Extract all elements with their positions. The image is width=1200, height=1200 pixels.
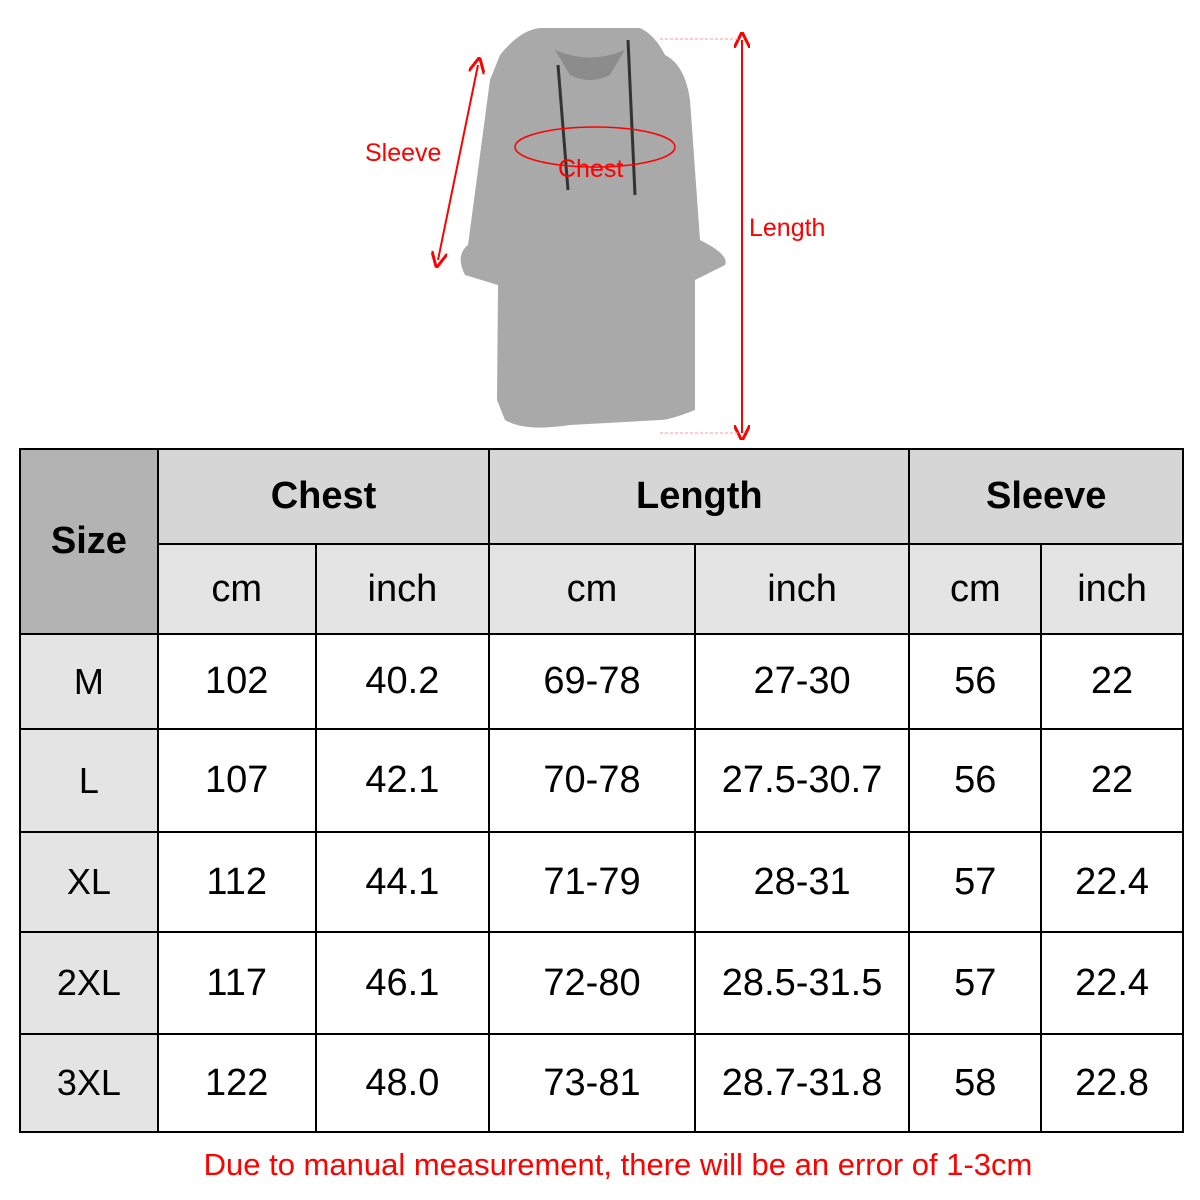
unit-header: cm [488, 543, 696, 635]
value-cell: 57 [908, 831, 1043, 933]
table-row: M 102 40.2 69-78 27-30 56 22 [19, 633, 1184, 730]
chest-header: Chest [156, 448, 491, 545]
size-table: Size Chest Length Sleeve cm inch cm inch… [19, 448, 1184, 1133]
measurement-note: Due to manual measurement, there will be… [203, 1147, 1033, 1182]
value-cell: 27.5-30.7 [693, 728, 911, 833]
value-cell: 42.1 [314, 728, 491, 833]
unit-header: cm [156, 543, 317, 635]
value-cell: 46.1 [314, 931, 491, 1035]
hoodie-illustration [340, 28, 840, 440]
value-cell: 56 [908, 728, 1043, 833]
length-label: Length [749, 214, 826, 242]
unit-header: inch [693, 543, 911, 635]
value-cell: 56 [908, 633, 1043, 730]
length-header: Length [488, 448, 911, 545]
size-cell: 3XL [19, 1033, 159, 1133]
value-cell: 71-79 [488, 831, 696, 933]
table-row: 3XL 122 48.0 73-81 28.7-31.8 58 22.8 [19, 1033, 1184, 1133]
size-cell: 2XL [19, 931, 159, 1035]
unit-header: cm [908, 543, 1043, 635]
value-cell: 28.7-31.8 [693, 1033, 911, 1133]
table-row: 2XL 117 46.1 72-80 28.5-31.5 57 22.4 [19, 931, 1184, 1035]
value-cell: 73-81 [488, 1033, 696, 1133]
value-cell: 58 [908, 1033, 1043, 1133]
value-cell: 22 [1040, 728, 1184, 833]
chest-label: Chest [558, 155, 624, 183]
value-cell: 112 [156, 831, 317, 933]
value-cell: 122 [156, 1033, 317, 1133]
unit-header: inch [1040, 543, 1184, 635]
size-cell: M [19, 633, 159, 730]
sleeve-arrow [438, 65, 478, 260]
drawstring-left [556, 64, 570, 191]
hoodie-body [460, 28, 726, 428]
value-cell: 107 [156, 728, 317, 833]
table-row: XL 112 44.1 71-79 28-31 57 22.4 [19, 831, 1184, 933]
unit-header: inch [314, 543, 491, 635]
value-cell: 22.4 [1040, 931, 1184, 1035]
value-cell: 72-80 [488, 931, 696, 1035]
hood-opening [555, 50, 625, 80]
chest-ellipse [514, 126, 676, 168]
value-cell: 22 [1040, 633, 1184, 730]
sleeve-label: Sleeve [365, 139, 442, 167]
size-cell: XL [19, 831, 159, 933]
value-cell: 40.2 [314, 633, 491, 730]
value-cell: 44.1 [314, 831, 491, 933]
value-cell: 69-78 [488, 633, 696, 730]
value-cell: 27-30 [693, 633, 911, 730]
value-cell: 28.5-31.5 [693, 931, 911, 1035]
value-cell: 28-31 [693, 831, 911, 933]
size-header: Size [19, 448, 159, 635]
table-row: L 107 42.1 70-78 27.5-30.7 56 22 [19, 728, 1184, 833]
sleeve-header: Sleeve [908, 448, 1184, 545]
value-cell: 57 [908, 931, 1043, 1035]
drawstring-right [626, 39, 637, 196]
value-cell: 22.8 [1040, 1033, 1184, 1133]
value-cell: 102 [156, 633, 317, 730]
value-cell: 117 [156, 931, 317, 1035]
value-cell: 70-78 [488, 728, 696, 833]
size-cell: L [19, 728, 159, 833]
value-cell: 48.0 [314, 1033, 491, 1133]
value-cell: 22.4 [1040, 831, 1184, 933]
